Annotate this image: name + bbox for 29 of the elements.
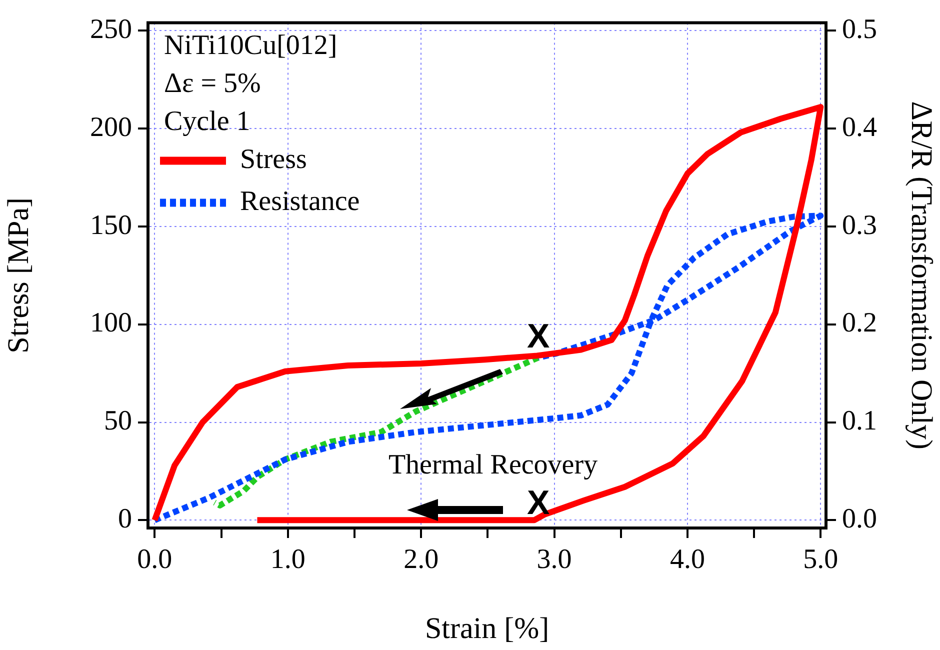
y-tick-label: 250: [90, 14, 132, 45]
y2-tick-label: 0.1: [842, 406, 877, 437]
y2-axis-title: ΔR/R (Transformation Only): [905, 101, 938, 450]
y-tick-label: 200: [90, 112, 132, 143]
x-tick-label: 5.0: [803, 544, 838, 576]
legend-label: Resistance: [240, 186, 360, 218]
y2-tick-label: 0.3: [842, 210, 877, 241]
y2-tick-label: 0.5: [842, 14, 877, 45]
x-tick-label: 1.0: [270, 544, 306, 576]
annotation: NiTi10Cu[012]: [164, 30, 338, 62]
y2-tick-label: 0.0: [842, 504, 877, 535]
y-tick-label: 150: [90, 210, 132, 241]
y2-tick-label: 0.4: [842, 112, 877, 143]
x-axis-title: Strain [%]: [424, 612, 550, 645]
annotation: Δε = 5%: [164, 68, 261, 100]
x-tick-label: 3.0: [536, 544, 572, 576]
annotation: Cycle 1: [164, 106, 250, 138]
y-tick-label: 50: [104, 406, 132, 437]
annotation: Thermal Recovery: [388, 449, 598, 480]
annotation: X: [526, 318, 550, 356]
annotation: X: [526, 484, 550, 522]
y-tick-label: 0: [118, 504, 132, 535]
y-tick-label: 100: [90, 308, 132, 339]
y-axis-title: Stress [MPa]: [2, 197, 35, 354]
x-tick-label: 2.0: [404, 544, 439, 576]
x-tick-label: 0.0: [137, 544, 172, 576]
legend-label: Stress: [240, 144, 307, 176]
y2-tick-label: 0.2: [842, 308, 877, 339]
x-tick-label: 4.0: [670, 544, 705, 576]
